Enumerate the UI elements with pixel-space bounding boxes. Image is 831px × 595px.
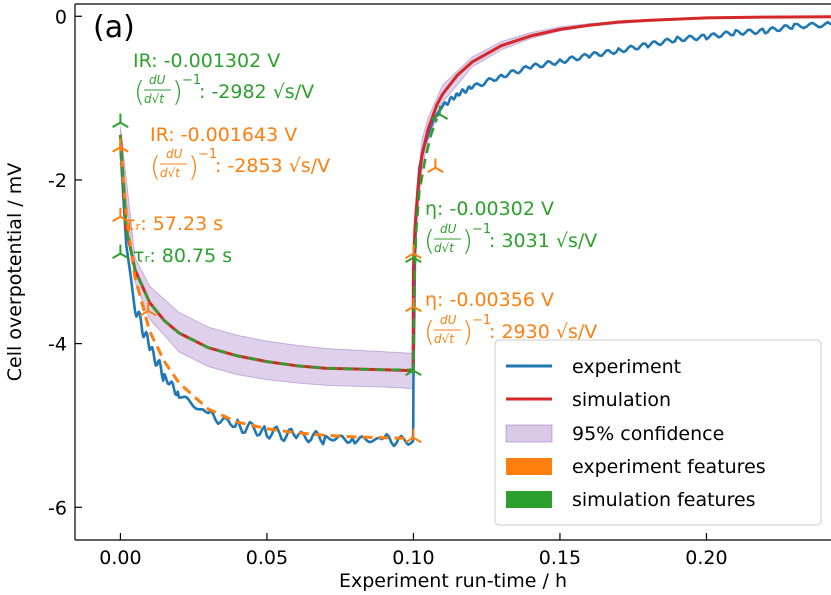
sim-ir-text: IR: -0.001302 V: [133, 50, 280, 72]
legend-swatch-confidence: [505, 424, 553, 443]
x-tick-label: 0.05: [246, 547, 288, 569]
svg-text:d√t: d√t: [144, 92, 165, 106]
svg-text:−1: −1: [472, 313, 491, 328]
sim-ir-fraction: ( dU d√t ) −1: [134, 73, 201, 108]
legend-label-sim-features: simulation features: [572, 489, 756, 511]
exp-ir-fraction: ( dU d√t ) −1: [150, 147, 217, 183]
series-layer: [118, 15, 831, 448]
exp-eta-text: η: -0.00356 V: [425, 289, 554, 311]
svg-text:−1: −1: [198, 147, 217, 162]
svg-text:−1: −1: [182, 73, 201, 88]
legend-label-experiment: experiment: [572, 356, 681, 378]
sim-tau-text: τᵣ: 80.75 s: [133, 245, 232, 267]
legend-swatch-exp-features: [506, 458, 552, 475]
svg-text:dU: dU: [149, 73, 166, 87]
sim-eta-slope-text: : 3031 √s/V: [489, 230, 597, 252]
sim-eta-text: η: -0.00302 V: [425, 198, 554, 220]
feature-marker-layer: [112, 105, 449, 444]
legend-label-exp-features: experiment features: [572, 456, 766, 478]
svg-text:): ): [462, 224, 473, 257]
confidence-band: [119, 16, 831, 390]
exp-eta-annotation: η: -0.00356 V ( dU d√t ) −1 : 2930 √s/V: [424, 289, 597, 348]
svg-text:dU: dU: [166, 147, 183, 161]
exp-tau-text: τᵣ: 57.23 s: [124, 213, 223, 235]
experiment-feature-marker: [405, 297, 422, 313]
exp-eta-fraction: ( dU d√t ) −1: [424, 313, 491, 348]
svg-text:d√t: d√t: [434, 332, 455, 346]
experiment-line: [119, 20, 831, 448]
legend-box: [494, 339, 822, 526]
experiment-feature-marker: [427, 158, 444, 174]
experiment-feature-marker: [112, 138, 129, 153]
simulation-feature-marker: [112, 244, 129, 259]
svg-text:d√t: d√t: [160, 166, 181, 180]
y-tick-label: -6: [48, 497, 67, 519]
experiment-feature-marker: [405, 428, 422, 444]
legend: experiment simulation 95% confidence exp…: [494, 339, 822, 526]
experiment-features-line: [118, 142, 414, 440]
x-axis-label: Experiment run-time / h: [339, 570, 567, 592]
svg-text:(: (: [424, 315, 435, 348]
exp-eta-slope-text: : 2930 √s/V: [489, 321, 597, 343]
x-tick-label: 0.10: [392, 547, 434, 569]
x-tick-label: 0.20: [685, 547, 727, 569]
experiment-feature-marker: [112, 207, 129, 223]
simulation-features-line: [119, 118, 439, 372]
simulation-feature-marker: [405, 361, 422, 376]
svg-text:(: (: [150, 150, 161, 183]
exp-ir-slope-text: : -2853 √s/V: [215, 155, 330, 177]
confidence-band-layer: [119, 16, 831, 390]
sim-eta-fraction: ( dU d√t ) −1: [424, 222, 491, 257]
y-axis-label: Cell overpotential / mV: [4, 163, 26, 381]
svg-text:): ): [172, 75, 183, 108]
svg-text:): ): [188, 150, 199, 183]
exp-ir-annotation: IR: -0.001643 V ( dU d√t ) −1 : -2853 √s…: [150, 124, 330, 183]
y-tick-label: -4: [48, 334, 67, 356]
svg-text:(: (: [134, 75, 145, 108]
svg-text:(: (: [424, 224, 435, 257]
legend-label-simulation: simulation: [572, 389, 671, 411]
svg-text:−1: −1: [472, 222, 491, 237]
svg-text:d√t: d√t: [434, 241, 455, 255]
svg-text:dU: dU: [440, 222, 457, 236]
panel-label: (a): [93, 10, 135, 45]
x-tick-label: 0.15: [539, 547, 581, 569]
svg-text:dU: dU: [440, 313, 457, 327]
simulation-feature-marker: [431, 105, 449, 120]
y-tick-label: 0: [55, 6, 67, 28]
experiment-feature-marker: [139, 301, 157, 317]
exp-ir-text: IR: -0.001643 V: [150, 124, 297, 146]
sim-ir-annotation: IR: -0.001302 V ( dU d√t ) −1 : -2982 √s…: [133, 50, 314, 108]
experiment-feature-marker: [405, 244, 422, 259]
y-tick-label: -2: [48, 170, 67, 192]
sim-ir-slope-text: : -2982 √s/V: [199, 81, 314, 103]
x-tick-label: 0.00: [99, 547, 141, 569]
svg-text:): ): [462, 315, 473, 348]
sim-eta-annotation: η: -0.00302 V ( dU d√t ) −1 : 3031 √s/V: [424, 198, 597, 257]
legend-label-confidence: 95% confidence: [572, 423, 724, 445]
tick-layer: 0.00 0.05 0.10 0.15 0.20 0 -2 -4 -6: [48, 6, 728, 569]
legend-swatch-sim-features: [506, 491, 552, 508]
simulation-feature-marker: [112, 113, 129, 129]
